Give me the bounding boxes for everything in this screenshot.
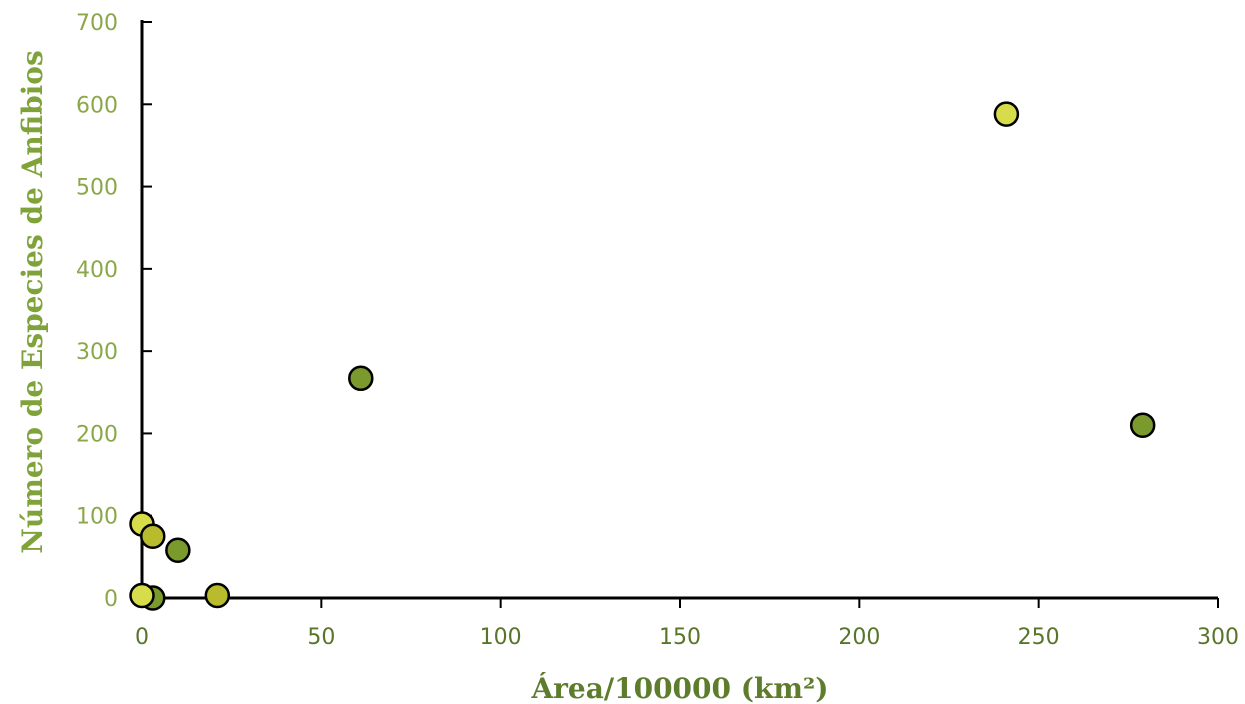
data-point	[165, 537, 191, 564]
x-tick-label: 0	[135, 625, 149, 650]
x-tick-label: 300	[1197, 625, 1239, 650]
y-tick-label: 500	[76, 176, 118, 201]
x-axis-ticks: 0 50 100 150 200 250 300	[135, 598, 1239, 650]
data-point	[348, 365, 374, 392]
y-tick-label: 100	[76, 505, 118, 530]
data-point	[129, 582, 155, 609]
y-axis-label: Número de Especies de Anfibios	[16, 50, 49, 553]
y-tick-label: 400	[76, 258, 118, 283]
y-tick-label: 700	[76, 11, 118, 36]
y-tick-label: 0	[104, 587, 118, 612]
x-tick-label: 50	[307, 625, 335, 650]
data-point	[204, 582, 231, 609]
x-tick-label: 200	[838, 625, 880, 650]
data-point	[1129, 412, 1156, 438]
data-point	[993, 101, 1020, 127]
x-tick-label: 250	[1018, 625, 1060, 650]
y-tick-label: 300	[76, 340, 118, 365]
data-points	[129, 101, 1156, 611]
y-tick-label: 200	[76, 422, 118, 447]
y-tick-label: 600	[76, 93, 118, 118]
x-tick-label: 150	[659, 625, 701, 650]
data-point	[140, 523, 166, 550]
x-axis-label: Área/100000 (km²)	[530, 672, 828, 704]
x-tick-label: 100	[480, 625, 522, 650]
y-axis-ticks: 0 100 200 300 400 500 600 700	[76, 11, 152, 612]
